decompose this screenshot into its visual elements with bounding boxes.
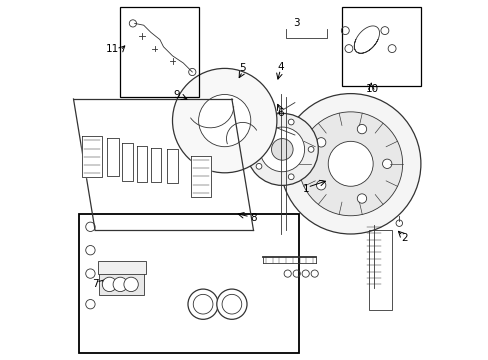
Text: 8: 8 <box>250 213 256 223</box>
Polygon shape <box>191 156 211 197</box>
Text: 10: 10 <box>365 84 378 94</box>
Circle shape <box>102 277 117 292</box>
Circle shape <box>216 289 246 319</box>
Circle shape <box>246 113 318 185</box>
Text: 5: 5 <box>239 63 245 73</box>
Circle shape <box>288 174 293 180</box>
Text: 11: 11 <box>105 44 119 54</box>
Circle shape <box>316 181 325 190</box>
Polygon shape <box>151 148 161 182</box>
Circle shape <box>260 127 304 172</box>
Circle shape <box>357 194 366 203</box>
Circle shape <box>327 141 372 186</box>
Text: 6: 6 <box>277 108 283 118</box>
Polygon shape <box>167 149 177 184</box>
Bar <box>341 7 420 86</box>
Circle shape <box>357 125 366 134</box>
Text: 7: 7 <box>92 279 98 289</box>
Circle shape <box>271 139 292 160</box>
Polygon shape <box>82 136 102 177</box>
Circle shape <box>382 159 391 168</box>
Circle shape <box>172 68 276 173</box>
Bar <box>98 261 146 274</box>
Polygon shape <box>137 146 146 182</box>
Text: 4: 4 <box>277 62 283 72</box>
Text: 1: 1 <box>302 184 308 194</box>
Polygon shape <box>122 143 133 181</box>
Circle shape <box>256 130 262 135</box>
Circle shape <box>307 147 313 152</box>
Circle shape <box>256 163 262 169</box>
Polygon shape <box>107 138 119 176</box>
Bar <box>368 230 391 310</box>
Text: 9: 9 <box>174 90 180 100</box>
Text: 2: 2 <box>401 233 407 243</box>
Circle shape <box>198 94 250 147</box>
Circle shape <box>187 289 218 319</box>
Text: 3: 3 <box>293 18 300 28</box>
Circle shape <box>123 277 138 292</box>
Circle shape <box>298 112 402 216</box>
Circle shape <box>113 277 127 292</box>
Circle shape <box>316 138 325 147</box>
Circle shape <box>288 119 293 125</box>
Bar <box>120 7 199 97</box>
Circle shape <box>280 94 420 234</box>
Bar <box>79 214 298 353</box>
Bar <box>99 263 143 295</box>
